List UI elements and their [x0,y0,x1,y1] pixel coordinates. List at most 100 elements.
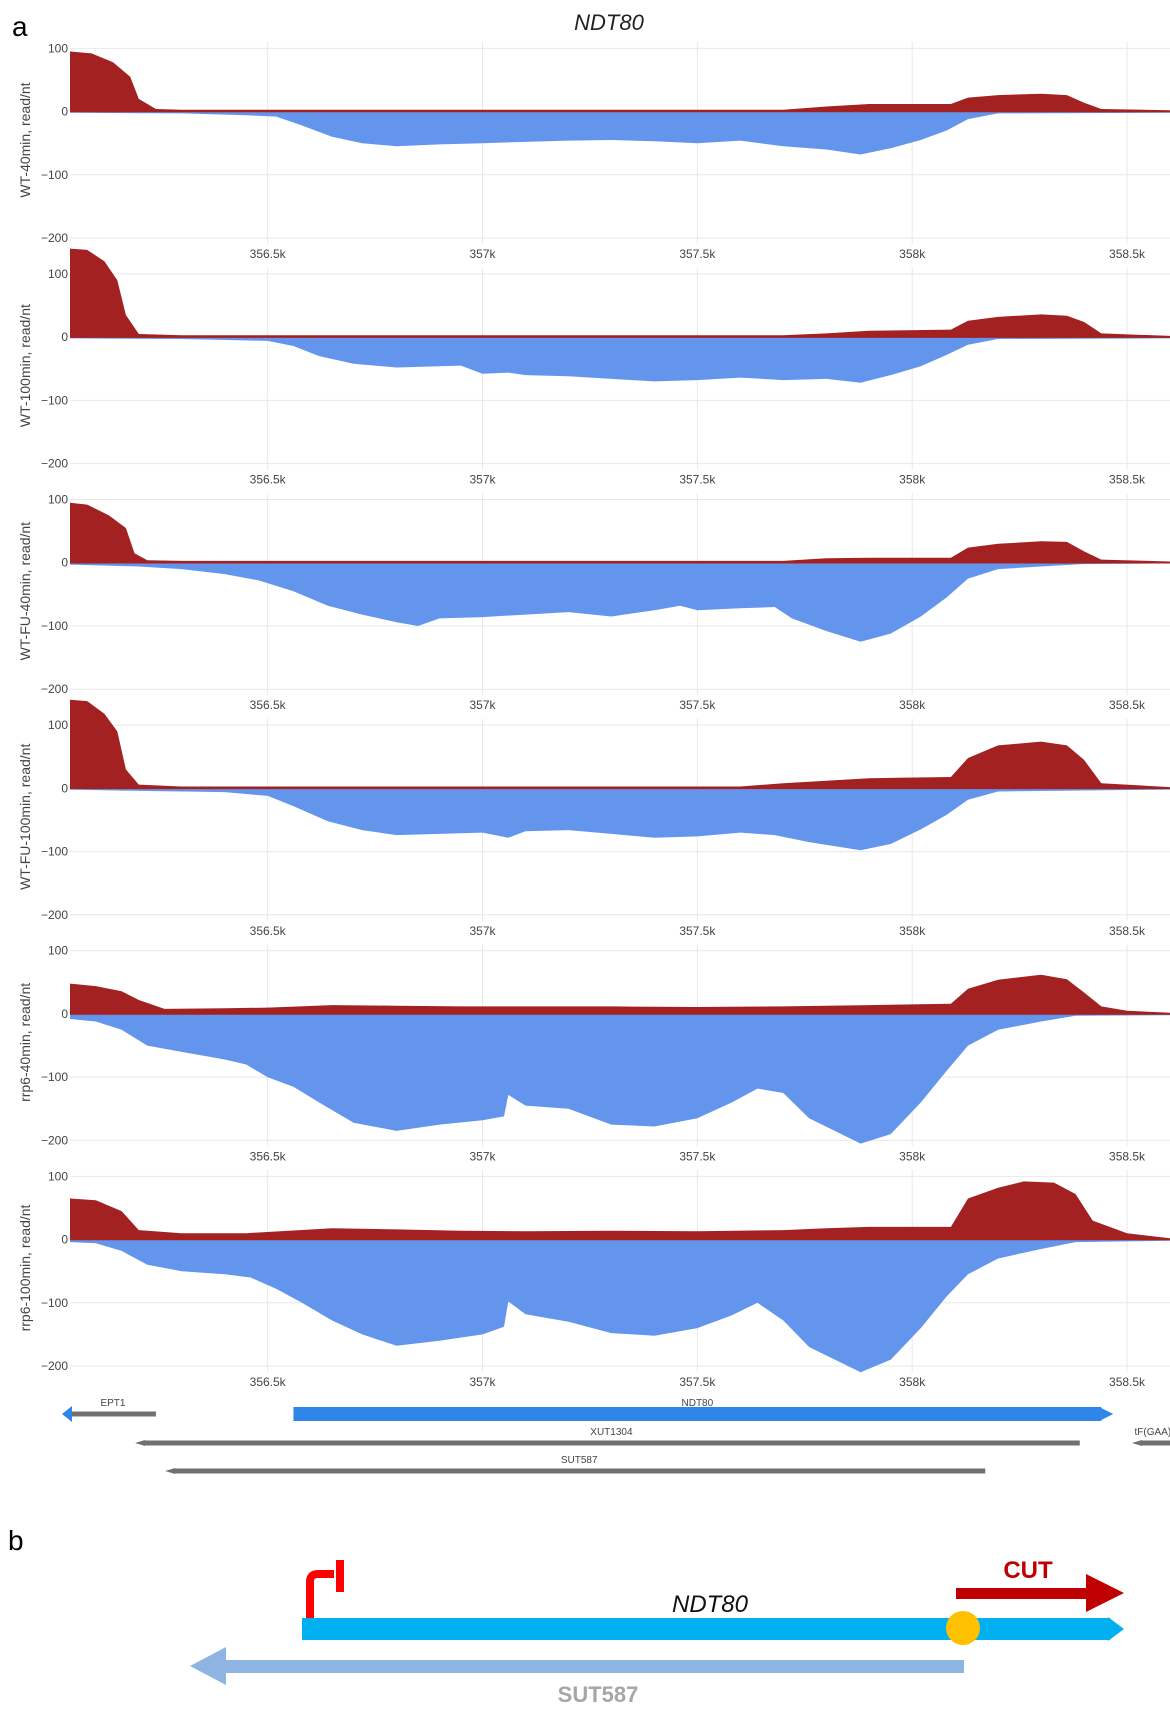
x-tick-label: 357k [469,473,496,487]
gene-arrowhead-icon [62,1406,72,1422]
y-tick-label: −100 [41,1070,68,1084]
y-tick-label: −200 [41,682,68,696]
x-tick-label: 357.5k [679,1375,716,1389]
plus-strand-coverage [70,1181,1170,1240]
cut-arrowhead-icon [1086,1574,1124,1612]
y-tick-label: 0 [61,1233,68,1247]
y-axis-label: rrp6-100min, read/nt [17,1204,33,1331]
y-axis-label: WT-FU-100min, read/nt [17,744,33,890]
y-tick-label: 100 [48,944,68,958]
cut-site-dot [946,1611,980,1645]
gene-bar [1139,1440,1170,1446]
ndt80-gene-arrowhead [1108,1617,1124,1641]
x-tick-label: 358k [899,698,926,712]
x-tick-label: 357.5k [679,924,716,938]
y-tick-label: −100 [41,1296,68,1310]
y-tick-label: 0 [61,105,68,119]
track-panel: 100 0 −100 −200 356.5k 357k 357.5k 358k 358.5k rr… [17,1169,1170,1389]
y-axis-label: WT-40min, read/nt [17,82,33,197]
track-panels: 100 0 −100 −200 356.5k 357k 357.5k 358k 358.5k WT… [17,41,1170,1389]
x-tick-label: 358.5k [1109,473,1146,487]
gene-bar [143,1440,1080,1446]
minus-strand-coverage [70,562,1170,642]
y-tick-label: −200 [41,908,68,922]
gene-arrowhead-icon [135,1440,146,1446]
gene-label: NDT80 [682,1398,714,1409]
gene-feature: SUT587 [165,1455,986,1474]
x-tick-label: 358.5k [1109,247,1146,261]
y-tick-label: 100 [48,493,68,507]
minus-strand-coverage [70,1239,1170,1373]
plus-strand-coverage [70,51,1170,112]
y-tick-label: −200 [41,1133,68,1147]
x-tick-label: 357.5k [679,698,716,712]
gene-feature: EPT1 [62,1398,156,1422]
x-tick-label: 358.5k [1109,924,1146,938]
gene-label: EPT1 [100,1398,125,1409]
y-tick-label: −200 [41,1359,68,1373]
gene-annotation-track: EPT1 NDT80 XUT1304 SUT587 tF(GAA)H2 [62,1398,1170,1474]
x-tick-label: 358.5k [1109,1149,1146,1163]
y-tick-label: 0 [61,330,68,344]
track-panel: 100 0 −100 −200 356.5k 357k 357.5k 358k 358.5k WT… [17,493,1170,712]
gene-arrowhead-icon [165,1468,176,1474]
gene-feature: NDT80 [293,1398,1114,1421]
gene-feature: tF(GAA)H2 [1131,1427,1170,1446]
x-tick-label: 358k [899,247,926,261]
gene-arrowhead-icon [1099,1407,1114,1421]
x-tick-label: 356.5k [250,1149,287,1163]
track-panel: 100 0 −100 −200 356.5k 357k 357.5k 358k 358.5k WT… [17,248,1170,487]
y-tick-label: −200 [41,457,68,471]
x-tick-label: 356.5k [250,924,287,938]
minus-strand-coverage [70,1013,1170,1144]
x-tick-label: 356.5k [250,473,287,487]
y-axis-label: WT-FU-40min, read/nt [17,522,33,661]
gene-label: SUT587 [561,1455,598,1466]
x-tick-label: 357.5k [679,247,716,261]
minus-strand-coverage [70,111,1170,155]
x-tick-label: 356.5k [250,698,287,712]
y-tick-label: 100 [48,1169,68,1183]
cut-arrow-shaft [956,1588,1088,1599]
minus-strand-coverage [70,788,1170,851]
x-tick-label: 357k [469,924,496,938]
x-tick-label: 357.5k [679,1149,716,1163]
plus-strand-coverage [70,502,1170,563]
plus-strand-coverage [70,699,1170,789]
sut587-bar [222,1660,964,1673]
x-tick-label: 358k [899,473,926,487]
gene-bar [293,1407,1102,1421]
promoter-arrow-icon [306,1560,344,1618]
chart-title: NDT80 [574,10,644,35]
plus-strand-coverage [70,974,1170,1014]
gene-arrowhead-icon [1131,1440,1142,1446]
x-tick-label: 358k [899,924,926,938]
sut587-label: SUT587 [558,1682,639,1706]
x-tick-label: 357k [469,247,496,261]
ndt80-gene-label: NDT80 [672,1591,749,1618]
panel-label-b: b [8,1525,24,1556]
y-axis-label: rrp6-40min, read/nt [17,983,33,1102]
y-tick-label: −200 [41,231,68,245]
gene-label: tF(GAA)H2 [1135,1427,1170,1438]
schematic-b: b NDT80 CUT SUT587 [8,1525,1124,1707]
track-panel: 100 0 −100 −200 356.5k 357k 357.5k 358k 358.5k WT… [17,699,1170,938]
x-tick-label: 358k [899,1375,926,1389]
minus-strand-coverage [70,337,1170,383]
gene-bar [173,1468,986,1474]
cut-label: CUT [1003,1557,1053,1584]
y-axis-label: WT-100min, read/nt [17,304,33,427]
x-tick-label: 357k [469,698,496,712]
y-tick-label: 100 [48,41,68,55]
y-tick-label: −100 [41,619,68,633]
y-tick-label: −100 [41,845,68,859]
x-tick-label: 356.5k [250,1375,287,1389]
gene-feature: XUT1304 [135,1427,1080,1446]
track-panel: 100 0 −100 −200 356.5k 357k 357.5k 358k 358.5k rr… [17,944,1170,1163]
y-tick-label: −100 [41,168,68,182]
x-tick-label: 357.5k [679,473,716,487]
panel-label-a: a [12,11,28,42]
y-tick-label: 100 [48,718,68,732]
x-tick-label: 356.5k [250,247,287,261]
